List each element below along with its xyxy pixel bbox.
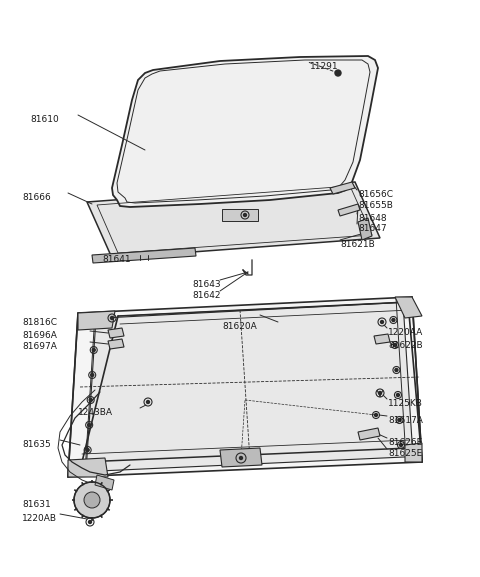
Text: 81626E: 81626E bbox=[388, 438, 422, 447]
Circle shape bbox=[91, 373, 94, 377]
Circle shape bbox=[395, 369, 398, 372]
Circle shape bbox=[88, 520, 92, 523]
Polygon shape bbox=[374, 334, 390, 344]
Text: 81697A: 81697A bbox=[22, 342, 57, 351]
Circle shape bbox=[396, 394, 399, 396]
Circle shape bbox=[379, 392, 382, 395]
Text: 81620A: 81620A bbox=[222, 322, 257, 331]
Circle shape bbox=[381, 320, 384, 324]
Polygon shape bbox=[358, 218, 372, 240]
Circle shape bbox=[88, 424, 91, 426]
Text: 1125KB: 1125KB bbox=[388, 399, 423, 408]
Text: 81643: 81643 bbox=[192, 280, 221, 289]
Circle shape bbox=[398, 418, 401, 422]
Text: 1220AA: 1220AA bbox=[388, 328, 423, 337]
Polygon shape bbox=[92, 248, 196, 263]
Circle shape bbox=[146, 400, 149, 403]
Text: 81647: 81647 bbox=[358, 224, 386, 233]
Text: 81622B: 81622B bbox=[388, 341, 422, 350]
Polygon shape bbox=[108, 328, 124, 338]
Text: 81635: 81635 bbox=[22, 440, 51, 449]
Circle shape bbox=[335, 70, 341, 76]
Text: 81655B: 81655B bbox=[358, 201, 393, 210]
Circle shape bbox=[74, 482, 110, 518]
Circle shape bbox=[84, 492, 100, 508]
Text: 81666: 81666 bbox=[22, 193, 51, 202]
Circle shape bbox=[399, 444, 402, 447]
Text: 81617A: 81617A bbox=[388, 416, 423, 425]
Polygon shape bbox=[220, 448, 262, 467]
Polygon shape bbox=[95, 475, 114, 490]
Polygon shape bbox=[112, 56, 378, 207]
Polygon shape bbox=[405, 443, 422, 462]
Polygon shape bbox=[338, 204, 360, 216]
Polygon shape bbox=[330, 182, 355, 194]
Polygon shape bbox=[86, 302, 413, 471]
Circle shape bbox=[392, 319, 395, 321]
Circle shape bbox=[243, 213, 247, 216]
Text: 81641: 81641 bbox=[102, 255, 131, 264]
Polygon shape bbox=[395, 297, 422, 318]
Circle shape bbox=[92, 349, 95, 351]
Text: 81648: 81648 bbox=[358, 214, 386, 223]
Polygon shape bbox=[87, 182, 380, 258]
Circle shape bbox=[110, 317, 113, 320]
Polygon shape bbox=[108, 339, 124, 349]
Text: 1243BA: 1243BA bbox=[78, 408, 113, 417]
Polygon shape bbox=[78, 311, 115, 330]
Circle shape bbox=[89, 399, 92, 402]
Text: 81631: 81631 bbox=[22, 500, 51, 509]
Polygon shape bbox=[222, 209, 258, 221]
Text: 81696A: 81696A bbox=[22, 331, 57, 340]
Polygon shape bbox=[358, 428, 380, 440]
Polygon shape bbox=[68, 458, 108, 477]
Polygon shape bbox=[68, 297, 422, 477]
Circle shape bbox=[240, 456, 242, 459]
Text: 81621B: 81621B bbox=[340, 240, 375, 249]
Circle shape bbox=[86, 448, 89, 451]
Text: 81642: 81642 bbox=[192, 291, 220, 300]
Text: 81610: 81610 bbox=[30, 115, 59, 124]
Text: 81816C: 81816C bbox=[22, 318, 57, 327]
Text: 81656C: 81656C bbox=[358, 190, 393, 199]
Circle shape bbox=[394, 343, 396, 347]
Text: 81625E: 81625E bbox=[388, 449, 422, 458]
Text: 11291: 11291 bbox=[310, 62, 338, 71]
Circle shape bbox=[374, 414, 377, 417]
Text: 1220AB: 1220AB bbox=[22, 514, 57, 523]
